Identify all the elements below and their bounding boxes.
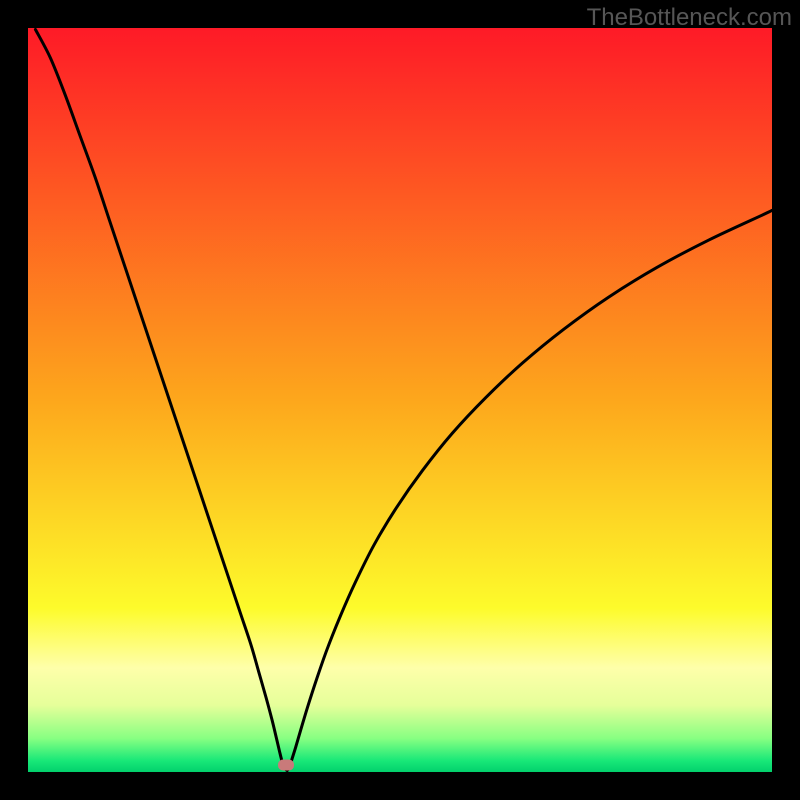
bottleneck-marker [278,759,294,770]
watermark-text: TheBottleneck.com [587,4,792,32]
chart-gradient-background [28,28,772,772]
